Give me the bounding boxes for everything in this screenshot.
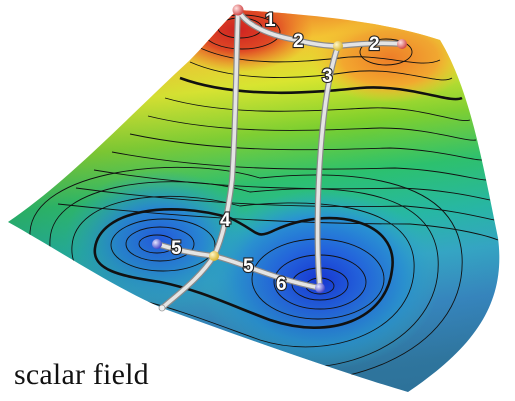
minimum-node-left — [152, 239, 162, 249]
saddle-node-top — [333, 41, 343, 51]
arc-label-3: 3 — [322, 66, 333, 87]
topology-arcs — [154, 7, 405, 311]
critical-points — [152, 4, 407, 312]
boundary-node — [158, 304, 166, 312]
maximum-node-left — [232, 4, 244, 16]
arc-label-2-left: 2 — [293, 31, 304, 52]
arc-label-4: 4 — [220, 210, 231, 231]
figure-caption: scalar field — [14, 358, 149, 391]
arc-label-2-right: 2 — [369, 34, 380, 55]
arc-label-6: 6 — [276, 274, 287, 295]
minimum-node-right — [315, 283, 325, 293]
arc-label-5-right: 5 — [243, 256, 254, 277]
maximum-node-right — [397, 39, 407, 49]
arc-labels: 1 2 2 3 4 5 5 6 — [170, 9, 381, 296]
saddle-node-bottom — [209, 251, 219, 261]
arc-label-5-left: 5 — [171, 238, 182, 259]
arc-label-1: 1 — [265, 10, 276, 31]
